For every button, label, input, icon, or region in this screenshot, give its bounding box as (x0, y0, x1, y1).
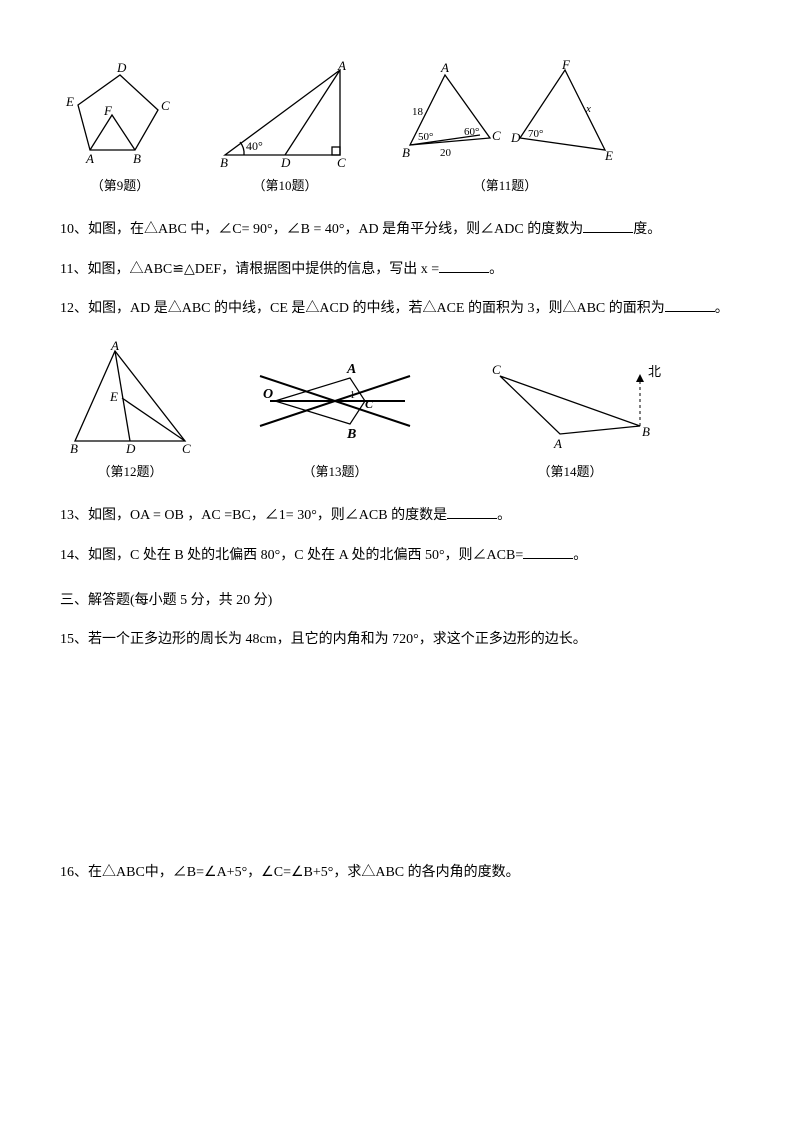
svg-text:C: C (365, 397, 374, 411)
svg-text:A: A (440, 60, 449, 75)
svg-text:B: B (402, 145, 410, 160)
svg-text:C: C (161, 98, 170, 113)
svg-text:B: B (220, 155, 228, 170)
svg-text:20: 20 (440, 147, 452, 159)
svg-text:1: 1 (350, 390, 355, 401)
svg-text:E: E (65, 94, 74, 109)
svg-text:O: O (263, 387, 273, 402)
svg-text:B: B (642, 424, 650, 439)
svg-text:B: B (70, 441, 78, 456)
question-14: 14、如图，C 处在 B 处的北偏西 80°，C 处在 A 处的北偏西 50°，… (60, 543, 740, 568)
svg-text:40°: 40° (246, 139, 263, 153)
figure-row-2: B D C A E （第12题） O A B C (60, 341, 740, 483)
svg-text:70°: 70° (528, 128, 543, 140)
figure-11-svg: B C A D E F 18 20 50° 60° 70° x (390, 60, 620, 170)
q11-text: 11、如图，△ABC≌△DEF，请根据图中提供的信息，写出 x = (60, 262, 439, 277)
question-13: 13、如图，OA = OB ，AC =BC，∠1= 30°，则∠ACB 的度数是… (60, 503, 740, 528)
q12-text: 12、如图，AD 是△ABC 的中线，CE 是△ACD 的中线，若△ACE 的面… (60, 301, 665, 316)
q14-text: 14、如图，C 处在 B 处的北偏西 80°，C 处在 A 处的北偏西 50°，… (60, 548, 523, 563)
svg-text:D: D (116, 60, 127, 75)
q10-suffix: 度。 (633, 222, 661, 237)
figure-10-svg: B D C A 40° (210, 60, 360, 170)
svg-text:B: B (133, 151, 141, 166)
svg-text:A: A (337, 60, 346, 73)
q13-suffix: 。 (497, 508, 511, 523)
svg-text:D: D (125, 441, 136, 456)
svg-text:E: E (109, 389, 118, 404)
q12-suffix: 。 (715, 301, 729, 316)
caption-14: （第14题） (537, 460, 602, 483)
caption-11: （第11题） (473, 174, 538, 197)
svg-text:C: C (492, 128, 501, 143)
svg-text:A: A (85, 151, 94, 166)
workspace-gap (60, 666, 740, 846)
question-15: 15、若一个正多边形的周长为 48cm，且它的内角和为 720°，求这个正多边形… (60, 627, 740, 652)
question-10: 10、如图，在△ABC 中，∠C= 90°，∠B = 40°，AD 是角平分线，… (60, 217, 740, 242)
svg-text:F: F (103, 103, 113, 118)
figure-11: B C A D E F 18 20 50° 60° 70° x （第11题） (390, 60, 620, 197)
svg-text:C: C (492, 362, 501, 377)
figure-14: C A B 北 （第14题） (470, 356, 670, 483)
svg-text:A: A (110, 341, 119, 353)
svg-text:A: A (553, 436, 562, 451)
caption-10: （第10题） (252, 174, 317, 197)
blank (665, 297, 715, 312)
blank (439, 258, 489, 273)
blank (583, 218, 633, 233)
figure-12: B D C A E （第12题） (60, 341, 200, 483)
q11-suffix: 。 (489, 262, 503, 277)
q13-text: 13、如图，OA = OB ，AC =BC，∠1= 30°，则∠ACB 的度数是 (60, 508, 447, 523)
svg-text:18: 18 (412, 106, 424, 118)
svg-text:C: C (337, 155, 346, 170)
caption-12: （第12题） (97, 460, 162, 483)
question-16: 16、在△ABC中，∠B=∠A+5°，∠C=∠B+5°，求△ABC 的各内角的度… (60, 860, 740, 885)
svg-text:60°: 60° (464, 126, 479, 138)
svg-text:E: E (604, 148, 613, 163)
figure-10: B D C A 40° （第10题） (210, 60, 360, 197)
caption-9: （第9题） (91, 174, 150, 197)
figure-13: O A B C 1 （第13题） (250, 346, 420, 483)
figure-row-1: A B C D E F （第9题） B D C A 4 (60, 60, 740, 197)
figure-9: A B C D E F （第9题） (60, 60, 180, 197)
svg-text:B: B (346, 427, 356, 442)
svg-text:D: D (510, 130, 521, 145)
question-12: 12、如图，AD 是△ABC 的中线，CE 是△ACD 的中线，若△ACE 的面… (60, 296, 740, 321)
blank (447, 504, 497, 519)
svg-text:F: F (561, 60, 571, 72)
figure-12-svg: B D C A E (60, 341, 200, 456)
figure-13-svg: O A B C 1 (250, 346, 420, 456)
figure-9-svg: A B C D E F (60, 60, 180, 170)
svg-text:A: A (346, 362, 356, 377)
q14-suffix: 。 (573, 548, 587, 563)
blank (523, 544, 573, 559)
svg-text:50°: 50° (418, 131, 433, 143)
svg-text:C: C (182, 441, 191, 456)
figure-14-svg: C A B 北 (470, 356, 670, 456)
question-11: 11、如图，△ABC≌△DEF，请根据图中提供的信息，写出 x = 。 (60, 257, 740, 282)
caption-13: （第13题） (302, 460, 367, 483)
svg-text:北: 北 (648, 364, 661, 379)
svg-text:D: D (280, 155, 291, 170)
section-3-title: 三、解答题(每小题 5 分，共 20 分) (60, 588, 740, 613)
svg-text:x: x (585, 103, 591, 115)
q10-text: 10、如图，在△ABC 中，∠C= 90°，∠B = 40°，AD 是角平分线，… (60, 222, 583, 237)
